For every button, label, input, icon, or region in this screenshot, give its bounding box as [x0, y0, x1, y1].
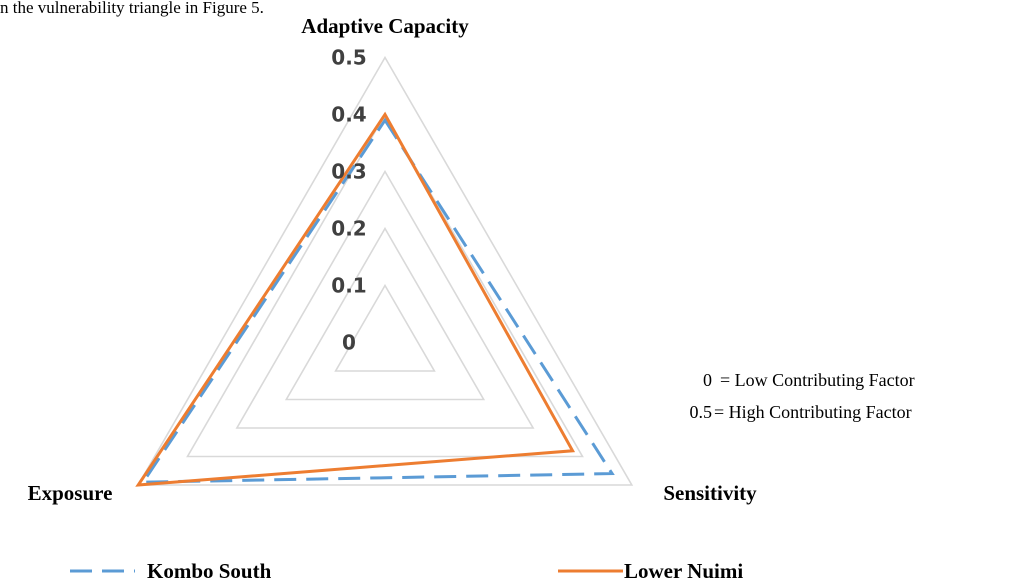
- note-text-low: = Low Contributing Factor: [720, 370, 915, 390]
- radar-series: [135, 111, 615, 487]
- tick-label-0: 0: [342, 331, 356, 355]
- tick-label-5: 0.5: [331, 46, 366, 70]
- tick-label-4: 0.4: [331, 103, 366, 127]
- grid-ring-4: [186, 112, 584, 458]
- axis-title-adaptive-capacity: Adaptive Capacity: [301, 14, 469, 38]
- series-lower-nuimi: [135, 111, 576, 487]
- radar-tick-labels: 0 0.1 0.2 0.3 0.4 0.5: [331, 46, 366, 355]
- note-text-high: = High Contributing Factor: [714, 402, 912, 422]
- note-key-high: 0.5: [690, 402, 713, 422]
- tick-label-2: 0.2: [331, 217, 366, 241]
- series-kombo-south: [140, 117, 615, 484]
- grid-ring-5: [136, 55, 634, 486]
- caption-fragment: n the vulnerability triangle in Figure 5…: [0, 0, 264, 17]
- radar-grid: [136, 55, 634, 486]
- grid-ring-3: [235, 169, 535, 429]
- note-key-low: 0: [703, 370, 712, 390]
- legend-label-lower-nuimi: Lower Nuimi: [624, 559, 743, 580]
- legend: Kombo South Lower Nuimi: [70, 559, 743, 580]
- axis-title-exposure: Exposure: [28, 481, 113, 505]
- axis-title-sensitivity: Sensitivity: [663, 481, 757, 505]
- tick-label-1: 0.1: [331, 274, 366, 298]
- grid-ring-1: [334, 283, 436, 372]
- legend-label-kombo-south: Kombo South: [147, 559, 272, 580]
- scale-note: 0 = Low Contributing Factor 0.5 = High C…: [690, 370, 915, 422]
- grid-ring-2: [284, 226, 486, 401]
- tick-label-3: 0.3: [331, 160, 366, 184]
